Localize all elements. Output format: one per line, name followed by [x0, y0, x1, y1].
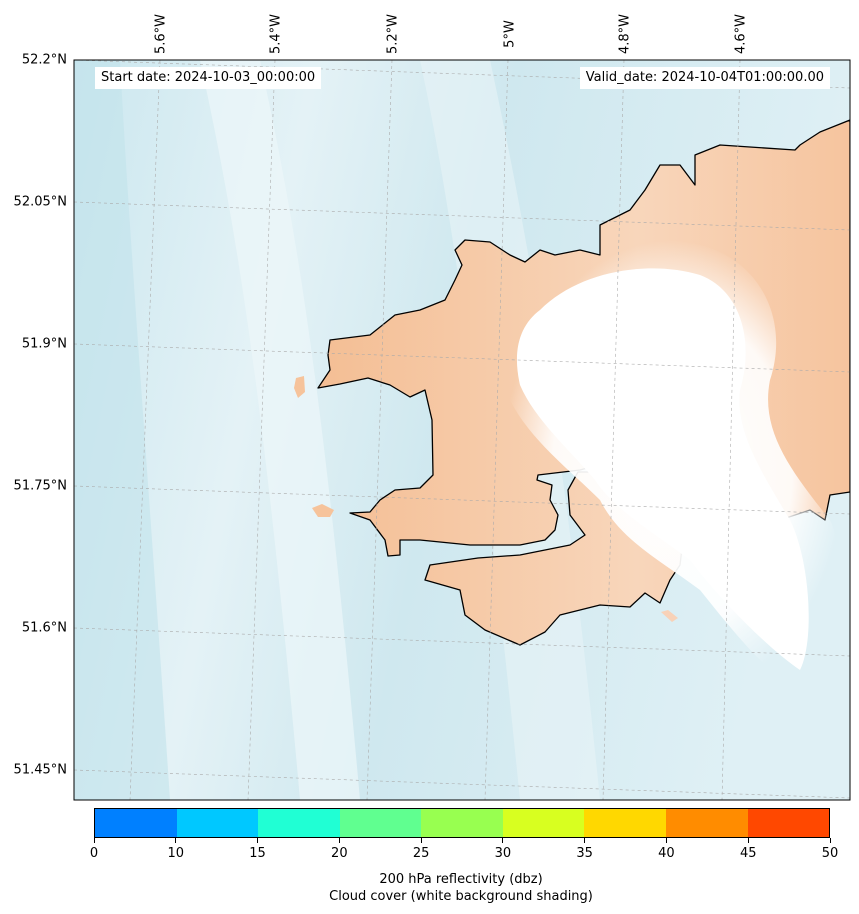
colorbar-tick-label: 25 [412, 846, 430, 861]
lat-label: 51.45°N [13, 762, 67, 778]
colorbar-subtitle: Cloud cover (white background shading) [329, 889, 593, 904]
colorbar-tick [93, 838, 95, 843]
colorbar-tick [175, 838, 177, 843]
sea-streak [74, 60, 170, 800]
colorbar-tick [665, 838, 667, 843]
colorbar-tick [829, 838, 831, 843]
colorbar-tick-label: 35 [576, 846, 593, 861]
colorbar-tick-label: 10 [167, 846, 185, 861]
colorbar-tick-label: 45 [739, 846, 757, 861]
colorbar-tick [338, 838, 340, 843]
colorbar-tick [420, 838, 422, 843]
lon-label: 5.4°W [268, 13, 284, 55]
colorbar-tick [502, 838, 504, 843]
colorbar-tick-label: 40 [658, 846, 675, 861]
lat-label: 52.05°N [13, 194, 67, 210]
lat-label: 51.9°N [21, 336, 67, 352]
lon-label: 5.2°W [385, 13, 401, 55]
island [294, 376, 305, 398]
colorbar-segment [421, 809, 503, 837]
island [312, 504, 334, 517]
colorbar-tick [584, 838, 586, 843]
start-date-label: Start date: 2024-10-03_00:00:00 [95, 67, 322, 89]
valid-date-label: Valid_date: 2024-10-04T01:00:00.00 [579, 67, 830, 89]
colorbar-segment [176, 809, 259, 837]
colorbar-tick-label: 50 [821, 846, 839, 861]
colorbar-segment [95, 809, 177, 837]
colorbar-segment [502, 809, 585, 837]
lat-label: 52.2°N [21, 52, 67, 68]
island [661, 610, 678, 622]
lon-label: 4.6°W [733, 13, 749, 55]
lat-label: 51.75°N [13, 478, 67, 494]
colorbar-segment [258, 809, 340, 837]
lon-label: 5°W [502, 20, 518, 48]
cloud-cover-core [516, 268, 809, 670]
lon-label: 5.6°W [153, 13, 169, 55]
lat-label: 51.6°N [21, 620, 67, 636]
colorbar-segment [747, 809, 830, 837]
colorbar-tick-label: 15 [249, 846, 266, 861]
sea-streak [200, 60, 360, 800]
lon-label: 4.8°W [617, 13, 633, 55]
colorbar-segment [665, 809, 748, 837]
colorbar-tick [747, 838, 749, 843]
colorbar-tick-label: 30 [494, 846, 512, 861]
colorbar-tick [257, 838, 259, 843]
colorbar-segment [584, 809, 666, 837]
colorbar-tick-label: 0 [89, 846, 99, 861]
colorbar [94, 808, 830, 838]
colorbar-segment [339, 809, 422, 837]
colorbar-title: 200 hPa reflectivity (dbz) [379, 872, 543, 887]
plot-frame [73, 59, 851, 801]
colorbar-tick-label: 20 [331, 846, 348, 861]
